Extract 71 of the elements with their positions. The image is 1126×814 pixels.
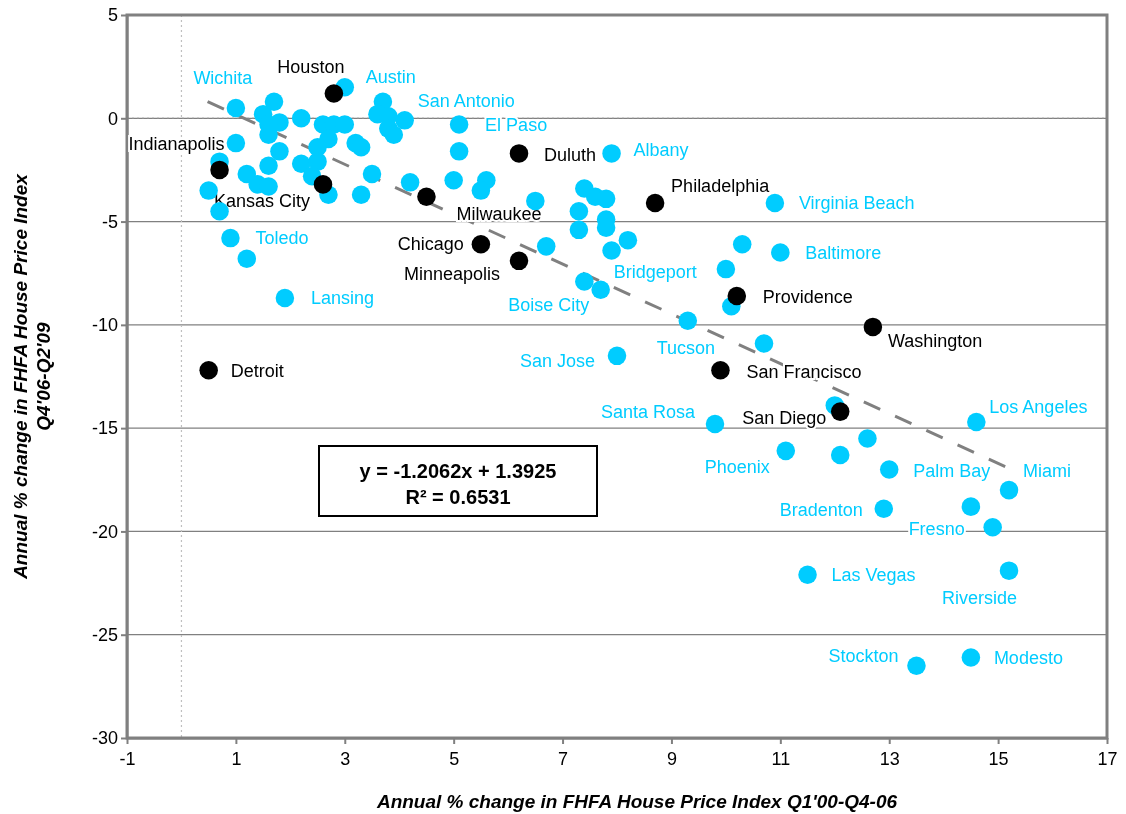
annotation: Virginia Beach	[798, 193, 915, 214]
annotation: Baltimore	[805, 242, 882, 263]
point	[417, 187, 436, 207]
x-tick-label: 5	[449, 749, 460, 769]
annotation: Houston	[277, 56, 345, 77]
annotation: Duluth	[544, 144, 597, 165]
y-tick-label: -20	[91, 521, 118, 542]
annotation: Milwaukee	[456, 204, 542, 225]
point	[324, 84, 344, 103]
annotation: Detroit	[230, 360, 284, 381]
annotation: El Paso	[485, 114, 548, 135]
y-tick-label: -5	[101, 211, 118, 232]
annotation: Palm Bay	[913, 460, 991, 481]
annotation: Fresno	[908, 518, 965, 539]
annotation: Los Angeles	[989, 397, 1088, 418]
point	[509, 251, 529, 271]
annotation: Chicago	[397, 233, 464, 254]
annotation: San Antonio	[417, 90, 515, 111]
point	[830, 402, 850, 421]
annotation: Stockton	[828, 646, 899, 666]
x-tick-label: 11	[771, 749, 791, 769]
y-axis-title: Annual % change in FHFA House Price Index Q4'06-Q2'09	[10, 172, 54, 580]
annotation: San Jose	[519, 351, 595, 372]
annotation: San Francisco	[746, 361, 862, 382]
x-tick-label: 7	[558, 749, 569, 769]
x-tick-label: 15	[988, 749, 1009, 769]
annotation: Albany	[633, 139, 689, 160]
annotation: Bradenton	[779, 500, 863, 521]
annotation: Indianapolis	[128, 134, 225, 155]
x-tick-label: 9	[666, 749, 677, 769]
y-tick-label: 0	[107, 108, 118, 129]
x-axis-title: Annual % change in FHFA House Price Index Q1'00-Q4-06	[375, 791, 898, 812]
x-tick-label: 1	[231, 749, 242, 769]
y-tick-label: 5	[107, 5, 118, 26]
y-tick-label: -15	[91, 418, 118, 439]
x-tick-label: 3	[340, 749, 351, 769]
point	[509, 144, 529, 163]
annotation: Toledo	[255, 228, 309, 249]
point	[727, 286, 747, 306]
annotation: Riverside	[941, 587, 1017, 608]
point	[199, 361, 218, 380]
annotation: Phoenix	[704, 457, 770, 478]
annotation: Boise City	[508, 294, 590, 315]
annotation: Lansing	[310, 288, 374, 309]
annotation: Wichita	[193, 68, 254, 89]
point	[471, 235, 491, 254]
annotation: y = -1.2062x + 1.3925	[359, 460, 557, 482]
x-tick-label: -1	[119, 749, 136, 769]
annotation: Las Vegas	[831, 565, 916, 586]
annotation: Tucson	[656, 337, 715, 358]
annotation: Philadelphia	[671, 176, 771, 197]
point	[313, 175, 333, 194]
point	[210, 160, 229, 180]
annotation: Santa Rosa	[600, 402, 696, 423]
y-tick-label: -10	[91, 315, 118, 336]
annotation: Bridgeport	[613, 262, 697, 283]
point	[711, 361, 730, 380]
x-tick-label: 17	[1097, 749, 1118, 769]
x-tick-label: 13	[879, 749, 900, 769]
annotation: Providence	[762, 287, 853, 308]
annotation: San Diego	[742, 407, 827, 428]
y-tick-label: -30	[91, 728, 118, 749]
annotation: Minneapolis	[403, 264, 500, 285]
point	[863, 317, 883, 337]
annotation: Austin	[365, 66, 416, 87]
annotation: Washington	[887, 331, 983, 352]
y-tick-label: -25	[91, 624, 118, 645]
annotation: R² = 0.6531	[405, 486, 511, 508]
annotation: Miami	[1023, 461, 1071, 482]
annotation: Modesto	[993, 647, 1063, 668]
point	[645, 193, 665, 213]
